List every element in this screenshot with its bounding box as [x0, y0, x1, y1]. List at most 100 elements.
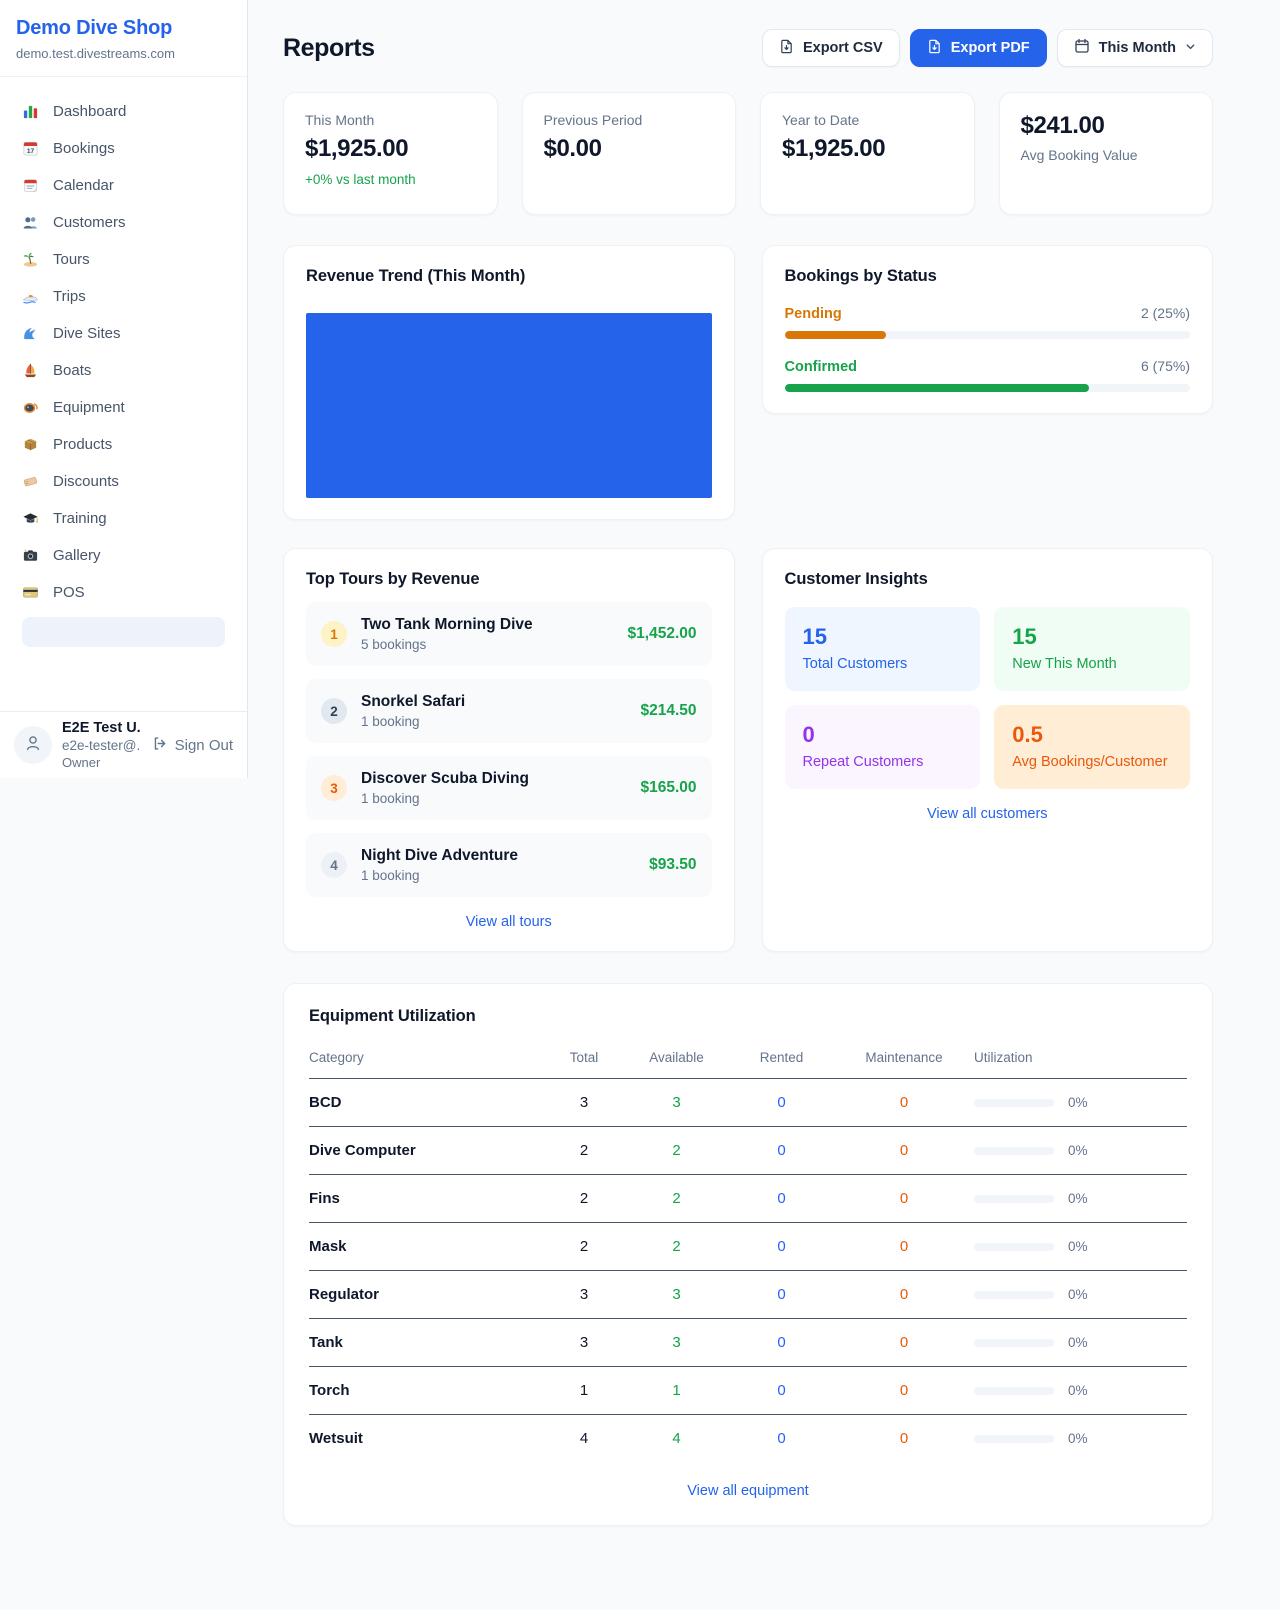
table-row: Dive Computer 2 2 0 0 0% [309, 1126, 1187, 1175]
shop-name[interactable]: Demo Dive Shop [16, 17, 173, 39]
training-icon [22, 510, 39, 527]
table-row: Regulator 3 3 0 0 0% [309, 1270, 1187, 1319]
pos-icon [22, 584, 39, 601]
rank-badge: 4 [321, 852, 347, 878]
cell-rented: 0 [729, 1174, 834, 1223]
cell-total: 4 [579, 1430, 589, 1447]
cell-maintenance: 0 [899, 1430, 909, 1447]
list-item[interactable]: 4 Night Dive Adventure 1 booking $93.50 [306, 833, 712, 897]
sidebar-item-products[interactable]: Products [12, 426, 235, 463]
cell-total: 1 [544, 1366, 624, 1415]
sidebar-item-calendar[interactable]: Calendar [12, 167, 235, 204]
tour-revenue: $1,452.00 [627, 625, 697, 642]
status-label: Confirmed [784, 359, 858, 375]
list-item[interactable]: 1 Two Tank Morning Dive 5 bookings $1,452… [306, 602, 712, 666]
trips-icon [22, 288, 39, 305]
cell-category: Wetsuit [309, 1430, 363, 1447]
rank-badge: 2 [321, 698, 347, 724]
page-title: Reports [283, 33, 375, 62]
sidebar-item-pos[interactable]: POS [12, 574, 235, 611]
utilization-percent: 0% [1068, 1095, 1088, 1110]
cell-rented: 0 [729, 1222, 834, 1271]
sidebar-item-discounts[interactable]: Discounts [12, 463, 235, 500]
sidebar-item-label: Training [53, 510, 107, 527]
sidebar-item-label: Dive Sites [53, 325, 121, 342]
column-header: Rented [729, 1040, 834, 1079]
utilization-percent: 0% [1068, 1335, 1088, 1350]
status-bar-track [784, 384, 1190, 392]
sidebar-item-bookings[interactable]: 17 Bookings [12, 130, 235, 167]
stat-delta: +0% vs last month [305, 172, 416, 187]
period-select[interactable]: This Month [1056, 29, 1213, 67]
sidebar-item-label: Products [53, 436, 113, 453]
insight-tile-new-this-month: 15 New This Month [994, 607, 1190, 691]
sidebar-item-gallery[interactable]: Gallery [12, 537, 235, 574]
export-file-icon [927, 39, 942, 58]
sidebar-nav: Dashboard 17 Bookings Calendar Customers… [0, 77, 247, 647]
period-label: This Month [1098, 40, 1176, 56]
sidebar-item-equipment[interactable]: Equipment [12, 389, 235, 426]
sidebar-item-boats[interactable]: Boats [12, 352, 235, 389]
table-row: Mask 2 2 0 0 0% [309, 1222, 1187, 1271]
equipment-utilization-title: Equipment Utilization [309, 1007, 476, 1025]
customers-icon [22, 214, 39, 231]
user-name: E2E Test U... [62, 720, 141, 736]
view-all-customers-link[interactable]: View all customers [926, 806, 1048, 822]
tile-value: 0 [802, 722, 815, 747]
customer-insights-title: Customer Insights [784, 570, 928, 588]
export-csv-button[interactable]: Export CSV [761, 29, 900, 67]
export-pdf-button[interactable]: Export PDF [909, 29, 1047, 67]
sidebar-item-label: Trips [53, 288, 86, 305]
cell-rented: 0 [729, 1078, 834, 1127]
stat-cards: This Month $1,925.00 +0% vs last month P… [283, 92, 1213, 215]
sidebar-item-label: Discounts [53, 473, 119, 490]
tour-name: Two Tank Morning Dive [361, 616, 533, 633]
stat-card-this-month: This Month $1,925.00 +0% vs last month [283, 92, 498, 215]
table-row: BCD 3 3 0 0 0% [309, 1078, 1187, 1127]
gallery-icon [22, 547, 39, 564]
utilization-bar [974, 1098, 1054, 1107]
status-bar-fill [784, 384, 1089, 392]
insight-tile-avg-bookings: 0.5 Avg Bookings/Customer [994, 705, 1190, 789]
dive-sites-icon [22, 325, 39, 342]
status-count: 2 (25%) [1140, 305, 1190, 321]
utilization-percent: 0% [1068, 1239, 1088, 1254]
status-count: 6 (75%) [1140, 358, 1190, 374]
sidebar-item-tours[interactable]: Tours [12, 241, 235, 278]
charts-row: Revenue Trend (This Month) Bookings by S… [283, 245, 1213, 520]
sidebar-item-reports-active[interactable] [22, 617, 225, 647]
sidebar-item-dashboard[interactable]: Dashboard [12, 93, 235, 130]
view-all-equipment-link[interactable]: View all equipment [687, 1483, 809, 1499]
sidebar-item-trips[interactable]: Trips [12, 278, 235, 315]
utilization-bar [974, 1386, 1054, 1395]
person-icon [23, 733, 43, 758]
tile-label: Repeat Customers [802, 754, 924, 770]
sidebar-item-label: Boats [53, 362, 92, 379]
main-content: Reports Export CSV Export PDF This Month… [248, 0, 1280, 1566]
sidebar-item-dive-sites[interactable]: Dive Sites [12, 315, 235, 352]
revenue-trend-title: Revenue Trend (This Month) [306, 267, 526, 285]
sidebar: Demo Dive Shop demo.test.divestreams.com… [0, 0, 248, 778]
table-row: Wetsuit 4 4 0 0 0% [309, 1415, 1187, 1463]
utilization-bar [974, 1194, 1054, 1203]
table-row: Fins 2 2 0 0 0% [309, 1174, 1187, 1223]
sidebar-item-customers[interactable]: Customers [12, 204, 235, 241]
status-row-confirmed: Confirmed 6 (75%) [784, 358, 1190, 392]
sidebar-item-training[interactable]: Training [12, 500, 235, 537]
discounts-icon [22, 473, 39, 490]
lists-row: Top Tours by Revenue 1 Two Tank Morning … [283, 548, 1213, 952]
list-item[interactable]: 3 Discover Scuba Diving 1 booking $165.00 [306, 756, 712, 820]
sign-out-label: Sign Out [174, 736, 233, 754]
sign-out-button[interactable]: Sign Out [151, 735, 233, 756]
view-all-tours-link[interactable]: View all tours [465, 914, 552, 930]
avatar [14, 726, 52, 764]
products-icon [22, 436, 39, 453]
list-item[interactable]: 2 Snorkel Safari 1 booking $214.50 [306, 679, 712, 743]
svg-text:17: 17 [27, 148, 35, 155]
tile-label: Avg Bookings/Customer [1012, 754, 1168, 770]
export-file-icon [779, 39, 794, 58]
cell-available: 2 [624, 1222, 729, 1271]
tour-revenue: $214.50 [640, 702, 697, 719]
bookings-by-status-title: Bookings by Status [784, 267, 937, 285]
table-row: Tank 3 3 0 0 0% [309, 1318, 1187, 1367]
